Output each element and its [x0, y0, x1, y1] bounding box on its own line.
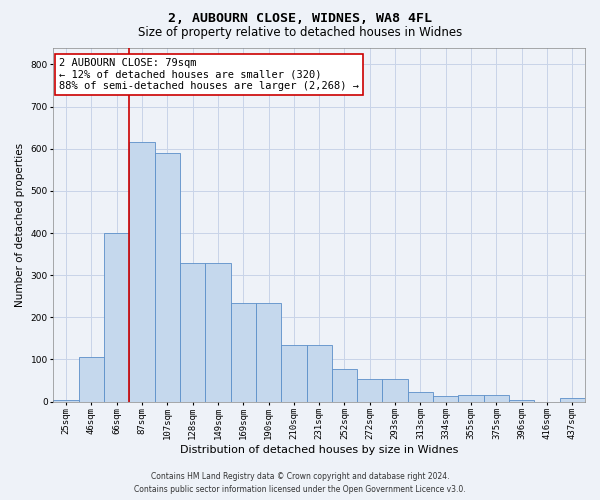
- Text: Contains HM Land Registry data © Crown copyright and database right 2024.
Contai: Contains HM Land Registry data © Crown c…: [134, 472, 466, 494]
- Bar: [230, 302, 256, 402]
- Bar: [560, 398, 585, 402]
- Text: 2, AUBOURN CLOSE, WIDNES, WA8 4FL: 2, AUBOURN CLOSE, WIDNES, WA8 4FL: [168, 12, 432, 26]
- Bar: [104, 233, 130, 402]
- Text: Size of property relative to detached houses in Widnes: Size of property relative to detached ho…: [138, 26, 462, 39]
- Bar: [307, 344, 332, 402]
- Bar: [53, 400, 79, 402]
- Bar: [408, 392, 433, 402]
- Y-axis label: Number of detached properties: Number of detached properties: [15, 142, 25, 306]
- Bar: [332, 369, 357, 402]
- Bar: [256, 302, 281, 402]
- Bar: [281, 344, 307, 402]
- Bar: [79, 358, 104, 402]
- X-axis label: Distribution of detached houses by size in Widnes: Distribution of detached houses by size …: [180, 445, 458, 455]
- Bar: [155, 153, 180, 402]
- Bar: [180, 264, 205, 402]
- Bar: [509, 400, 535, 402]
- Bar: [382, 380, 408, 402]
- Text: 2 AUBOURN CLOSE: 79sqm
← 12% of detached houses are smaller (320)
88% of semi-de: 2 AUBOURN CLOSE: 79sqm ← 12% of detached…: [59, 58, 359, 92]
- Bar: [130, 142, 155, 402]
- Bar: [458, 396, 484, 402]
- Bar: [357, 380, 382, 402]
- Bar: [205, 264, 230, 402]
- Bar: [484, 396, 509, 402]
- Bar: [433, 396, 458, 402]
